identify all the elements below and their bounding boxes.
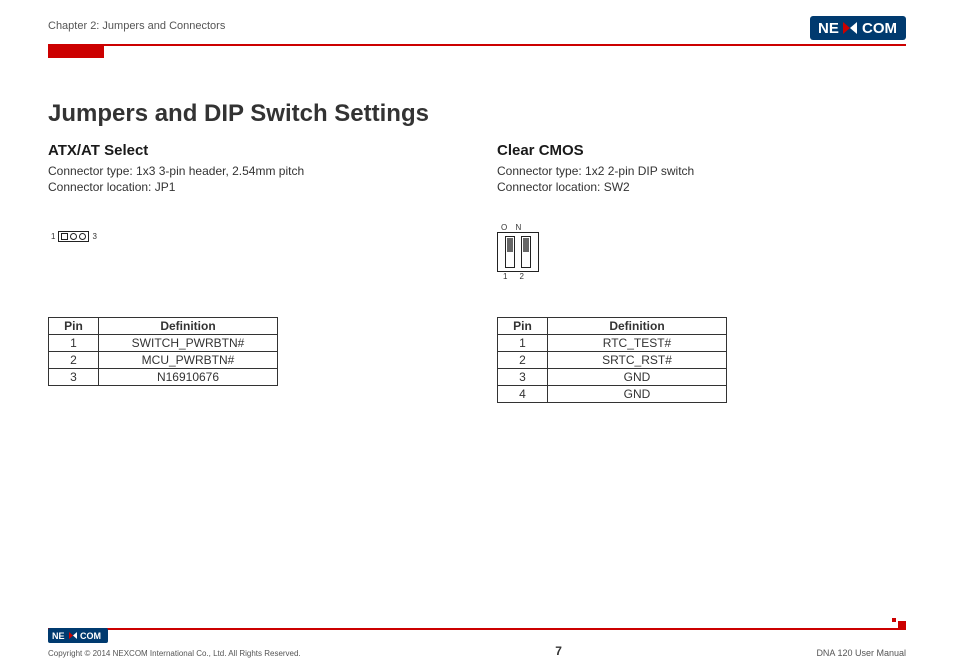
footer-red-square-small-icon xyxy=(892,618,896,622)
th-pin: Pin xyxy=(498,318,548,335)
cell-pin: 3 xyxy=(49,369,99,386)
cell-def: GND xyxy=(548,369,727,386)
dip-diagram-row: O N 1 2 xyxy=(497,223,906,293)
two-columns: ATX/AT Select Connector type: 1x3 3-pin … xyxy=(48,142,906,403)
dip-on-label: O N xyxy=(501,223,539,232)
page-content: Jumpers and DIP Switch Settings ATX/AT S… xyxy=(48,100,906,403)
copyright-text: Copyright © 2014 NEXCOM International Co… xyxy=(48,649,301,658)
dip-num-2: 2 xyxy=(519,272,523,281)
nexcom-logo-svg: NE COM xyxy=(810,16,906,40)
table-row: 1 RTC_TEST# xyxy=(498,335,727,352)
cmos-desc-line1: Connector type: 1x2 2-pin DIP switch xyxy=(497,163,906,179)
footer-logo: NE COM xyxy=(48,628,301,645)
th-pin: Pin xyxy=(49,318,99,335)
left-column: ATX/AT Select Connector type: 1x3 3-pin … xyxy=(48,142,457,403)
table-header-row: Pin Definition xyxy=(498,318,727,335)
dip-num-1: 1 xyxy=(503,272,507,281)
cell-pin: 2 xyxy=(49,352,99,369)
table-row: 3 N16910676 xyxy=(49,369,278,386)
cell-def: MCU_PWRBTN# xyxy=(99,352,278,369)
cell-pin: 4 xyxy=(498,386,548,403)
cell-def: GND xyxy=(548,386,727,403)
table-row: 2 SRTC_RST# xyxy=(498,352,727,369)
manual-name: DNA 120 User Manual xyxy=(816,648,906,658)
header-red-block xyxy=(48,46,104,58)
cell-def: SRTC_RST# xyxy=(548,352,727,369)
table-header-row: Pin Definition xyxy=(49,318,278,335)
nexcom-logo: NE COM xyxy=(810,16,906,40)
cell-pin: 3 xyxy=(498,369,548,386)
jumper-box xyxy=(58,231,89,242)
table-row: 3 GND xyxy=(498,369,727,386)
jumper-label-right: 3 xyxy=(92,232,96,241)
page-number: 7 xyxy=(555,644,562,658)
dip-slot-1 xyxy=(505,236,515,268)
right-column: Clear CMOS Connector type: 1x2 2-pin DIP… xyxy=(497,142,906,403)
dip-slot-2 xyxy=(521,236,531,268)
footer-left: NE COM Copyright © 2014 NEXCOM Internati… xyxy=(48,628,301,658)
page-title: Jumpers and DIP Switch Settings xyxy=(48,100,906,128)
cmos-subtitle: Clear CMOS xyxy=(497,142,906,159)
dip-slider-icon xyxy=(507,238,513,252)
svg-text:COM: COM xyxy=(80,631,101,641)
cell-pin: 1 xyxy=(498,335,548,352)
nexcom-footer-logo-svg: NE COM xyxy=(48,628,108,643)
table-row: 2 MCU_PWRBTN# xyxy=(49,352,278,369)
jumper-diagram-row: 1 3 xyxy=(48,223,457,293)
cmos-table: Pin Definition 1 RTC_TEST# 2 SRTC_RST# 3 xyxy=(497,317,727,403)
page-header: Chapter 2: Jumpers and Connectors NE COM xyxy=(48,18,906,46)
svg-text:NE: NE xyxy=(818,20,839,37)
atx-table: Pin Definition 1 SWITCH_PWRBTN# 2 MCU_PW… xyxy=(48,317,278,386)
chapter-label: Chapter 2: Jumpers and Connectors xyxy=(48,20,225,32)
cell-pin: 2 xyxy=(498,352,548,369)
atx-desc-line1: Connector type: 1x3 3-pin header, 2.54mm… xyxy=(48,163,457,179)
cell-def: RTC_TEST# xyxy=(548,335,727,352)
dip-diagram: O N 1 2 xyxy=(497,223,539,281)
dip-slider-icon xyxy=(523,238,529,252)
th-def: Definition xyxy=(548,318,727,335)
table-row: 4 GND xyxy=(498,386,727,403)
svg-text:COM: COM xyxy=(862,20,897,37)
atx-subtitle: ATX/AT Select xyxy=(48,142,457,159)
atx-desc-line2: Connector location: JP1 xyxy=(48,179,457,195)
cell-def: SWITCH_PWRBTN# xyxy=(99,335,278,352)
jumper-pin-2-icon xyxy=(70,233,77,240)
jumper-label-left: 1 xyxy=(51,232,55,241)
svg-text:NE: NE xyxy=(52,631,65,641)
cell-pin: 1 xyxy=(49,335,99,352)
jumper-pin-1-icon xyxy=(61,233,68,240)
th-def: Definition xyxy=(99,318,278,335)
cmos-desc-line2: Connector location: SW2 xyxy=(497,179,906,195)
jumper-diagram: 1 3 xyxy=(48,231,100,242)
dip-numbers: 1 2 xyxy=(503,272,539,281)
atx-desc: Connector type: 1x3 3-pin header, 2.54mm… xyxy=(48,163,457,195)
jumper-pin-3-icon xyxy=(79,233,86,240)
dip-body xyxy=(497,232,539,272)
page-footer: NE COM Copyright © 2014 NEXCOM Internati… xyxy=(48,628,906,658)
cell-def: N16910676 xyxy=(99,369,278,386)
cmos-desc: Connector type: 1x2 2-pin DIP switch Con… xyxy=(497,163,906,195)
table-row: 1 SWITCH_PWRBTN# xyxy=(49,335,278,352)
